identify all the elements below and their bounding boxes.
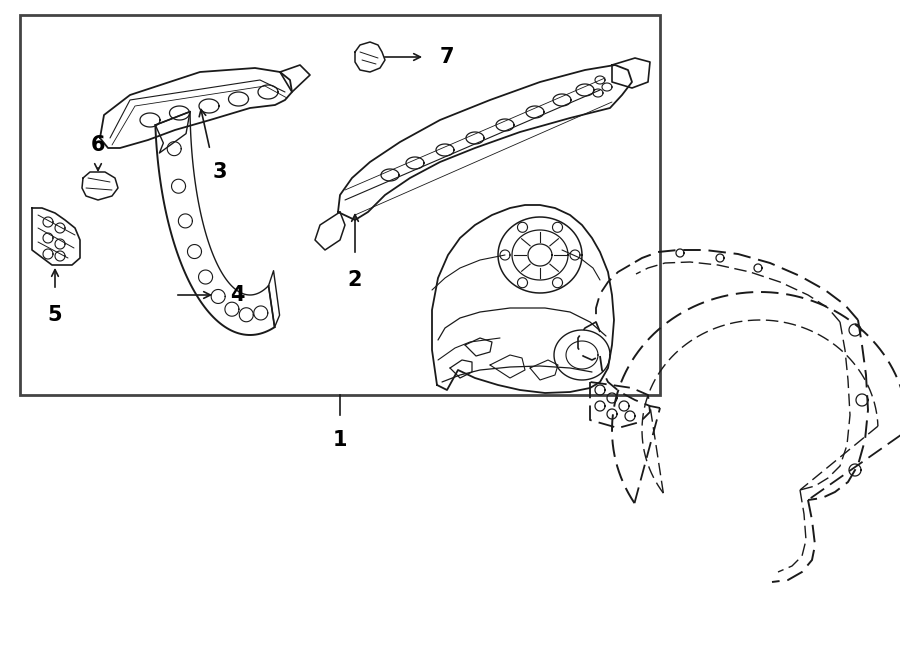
Text: 1: 1: [333, 430, 347, 450]
Text: 7: 7: [440, 47, 454, 67]
Text: 4: 4: [230, 285, 245, 305]
Bar: [20, 15, 660, 395]
Text: 5: 5: [48, 305, 62, 325]
Text: 3: 3: [212, 162, 227, 182]
Text: 2: 2: [347, 270, 362, 290]
Text: 6: 6: [91, 135, 105, 155]
